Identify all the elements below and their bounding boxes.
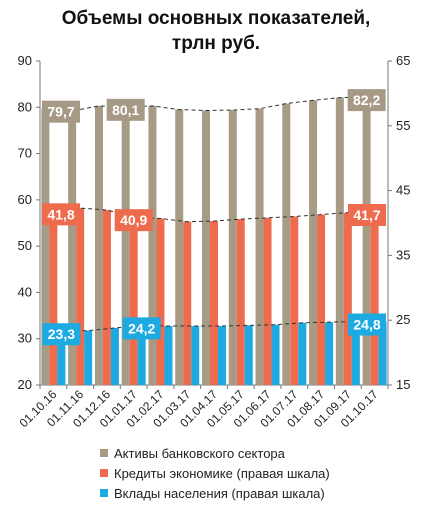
bar-credits <box>129 217 138 385</box>
bar-deposits <box>271 324 280 385</box>
trendline-assets <box>45 96 367 112</box>
chart-title-line-1: Объемы основных показателей, <box>61 8 371 29</box>
data-label: 41,8 <box>47 206 74 222</box>
data-label-box <box>348 313 386 336</box>
left-tick-label: 20 <box>18 377 32 392</box>
bar-assets <box>282 103 291 385</box>
bar-assets <box>228 110 237 385</box>
data-label: 24,2 <box>128 320 155 336</box>
left-tick-label: 70 <box>18 146 32 161</box>
legend-item: Активы банковского сектора <box>100 443 330 463</box>
trendline-credits <box>53 207 375 223</box>
data-label: 40,9 <box>120 212 147 228</box>
bar-credits <box>317 214 326 385</box>
legend-item: Вклады населения (правая шкала) <box>100 483 330 503</box>
bar-deposits <box>191 326 200 385</box>
bar-deposits <box>244 325 253 385</box>
bar-assets <box>255 108 264 385</box>
bar-assets <box>362 97 371 386</box>
bar-credits <box>263 217 272 385</box>
bar-credits <box>290 216 299 385</box>
data-label-box <box>114 209 153 232</box>
data-label: 24,8 <box>353 316 380 332</box>
trendline-deposits <box>61 320 383 332</box>
data-label: 82,2 <box>353 92 380 108</box>
bar-assets <box>94 105 103 385</box>
left-tick-label: 40 <box>18 284 32 299</box>
bar-credits <box>370 211 379 385</box>
data-label-box <box>347 89 386 112</box>
legend-swatch <box>100 489 108 497</box>
legend-label: Вклады населения (правая шкала) <box>114 485 325 501</box>
bar-deposits <box>110 327 119 385</box>
legend-swatch <box>100 449 108 457</box>
data-label: 41,7 <box>353 207 380 223</box>
bar-deposits <box>298 322 307 385</box>
bar-deposits <box>378 321 387 385</box>
data-label-box <box>42 203 80 226</box>
bar-assets <box>41 108 50 385</box>
bar-deposits <box>84 330 93 385</box>
right-tick-label: 65 <box>396 53 410 68</box>
data-label-box <box>122 317 161 340</box>
right-tick-label: 35 <box>396 247 410 262</box>
legend-swatch <box>100 469 108 477</box>
bar-deposits <box>325 322 334 385</box>
bar-assets <box>335 97 344 386</box>
left-tick-label: 90 <box>18 53 32 68</box>
data-label-box <box>106 98 145 121</box>
left-tick-label: 60 <box>18 192 32 207</box>
bar-credits <box>156 218 165 385</box>
right-tick-label: 45 <box>396 183 410 198</box>
right-tick-label: 25 <box>396 312 410 327</box>
data-label-box <box>42 100 80 123</box>
bar-credits <box>102 210 111 385</box>
chart-canvas: 203040506070809015253545556501.10.1601.1… <box>17 53 411 430</box>
left-tick-label: 50 <box>18 238 32 253</box>
bar-deposits <box>164 326 173 385</box>
bar-deposits <box>57 331 66 385</box>
left-tick-label: 80 <box>18 99 32 114</box>
data-label-box <box>42 323 81 346</box>
bar-credits <box>76 208 85 385</box>
bar-credits <box>49 211 58 385</box>
legend-label: Кредиты экономике (правая шкала) <box>114 465 330 481</box>
data-label-box <box>348 203 386 226</box>
chart-title: Объемы основных показателей, трлн руб. <box>0 6 432 56</box>
bar-assets <box>121 106 130 385</box>
right-tick-label: 55 <box>396 118 410 133</box>
legend: Активы банковского сектора Кредиты эконом… <box>100 443 330 503</box>
bar-credits <box>210 221 218 385</box>
bar-credits <box>183 221 192 385</box>
data-label: 79,7 <box>47 104 74 120</box>
left-tick-label: 30 <box>18 331 32 346</box>
bar-deposits <box>137 325 146 385</box>
bar-credits <box>236 219 245 385</box>
bar-assets <box>148 105 157 385</box>
bar-assets <box>68 110 77 385</box>
data-label: 80,1 <box>112 102 139 118</box>
data-label: 23,3 <box>48 326 75 342</box>
bar-deposits <box>218 326 226 385</box>
bar-assets <box>309 100 318 385</box>
bar-assets <box>175 109 184 385</box>
legend-item: Кредиты экономике (правая шкала) <box>100 463 330 483</box>
legend-label: Активы банковского сектора <box>114 445 285 461</box>
bar-credits <box>343 212 352 385</box>
right-tick-label: 15 <box>396 377 410 392</box>
bar-assets <box>202 110 210 386</box>
bar-deposits <box>351 321 360 385</box>
chart-title-line-2: трлн руб. <box>171 33 261 54</box>
